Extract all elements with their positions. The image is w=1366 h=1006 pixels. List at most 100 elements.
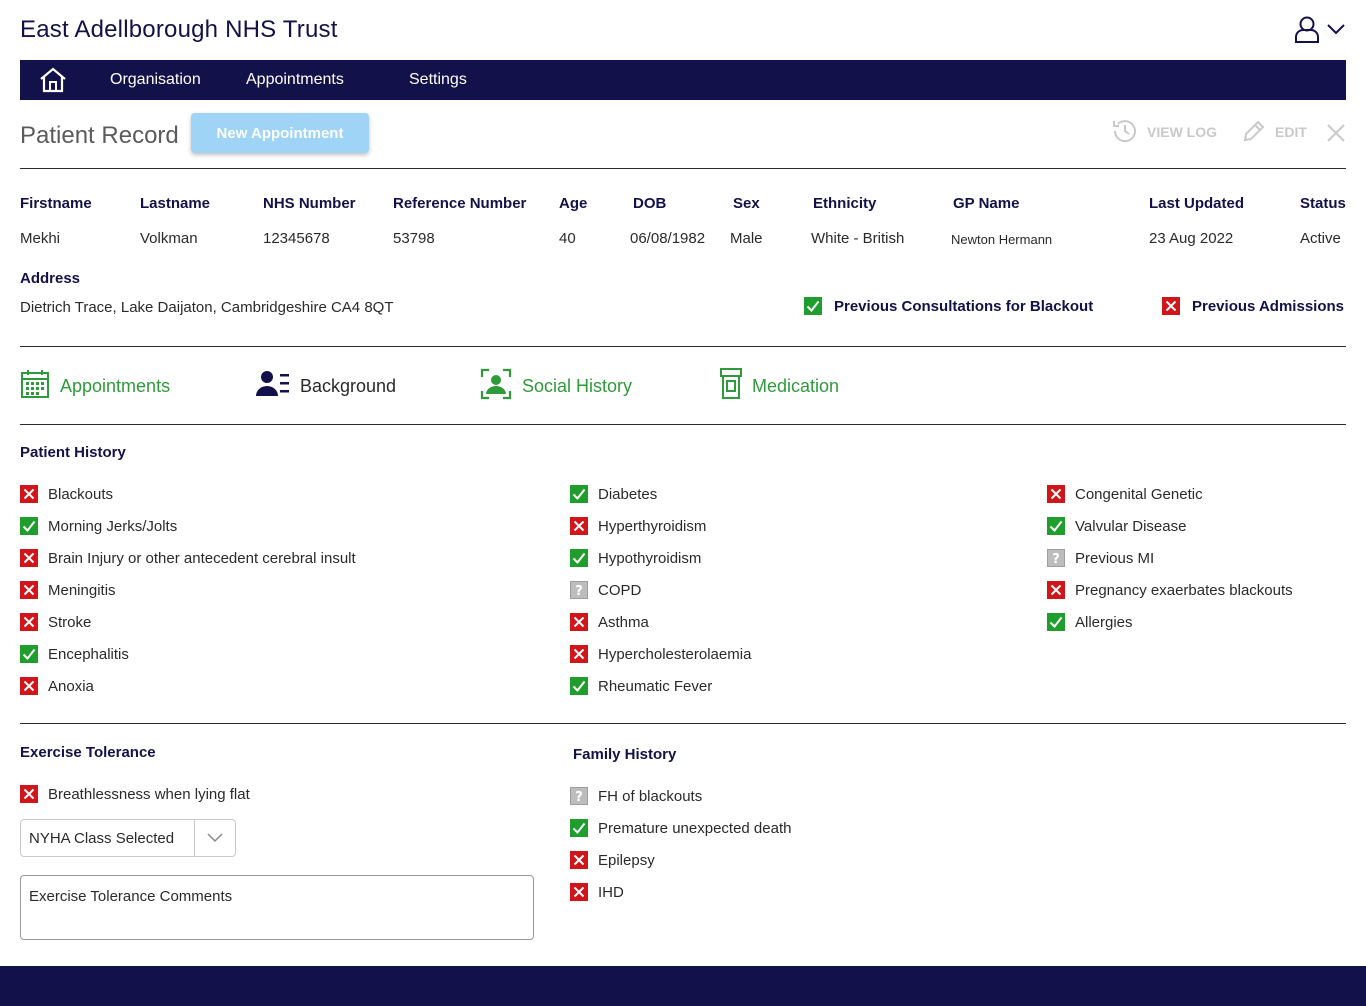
cross-no-icon: [1162, 297, 1180, 315]
check-yes-icon[interactable]: [570, 549, 588, 567]
cross-no-icon[interactable]: [570, 645, 588, 663]
footer-bar: [0, 966, 1366, 1006]
cross-no-icon[interactable]: [1047, 581, 1065, 599]
history-item-label: Asthma: [598, 613, 649, 631]
home-icon[interactable]: [38, 66, 70, 94]
history-item: Anoxia: [20, 675, 356, 697]
history-item: Epilepsy: [570, 849, 791, 871]
tab-social-history[interactable]: Social History: [480, 368, 632, 402]
divider: [20, 346, 1346, 347]
history-item-label: Pregnancy exaerbates blackouts: [1075, 581, 1293, 599]
divider: [20, 168, 1346, 169]
exercise-tolerance-list: Breathlessness when lying flat: [20, 783, 250, 805]
history-item: Valvular Disease: [1047, 515, 1293, 537]
value-reference-number: 53798: [393, 230, 435, 247]
history-item-label: Hypercholesterolaemia: [598, 645, 752, 663]
cross-no-icon[interactable]: [1047, 485, 1065, 503]
history-item-label: Premature unexpected death: [598, 819, 792, 837]
history-item: Breathlessness when lying flat: [20, 783, 250, 805]
cross-no-icon[interactable]: [570, 883, 588, 901]
unknown-icon[interactable]: ?: [1047, 549, 1065, 567]
cross-no-icon[interactable]: [570, 517, 588, 535]
value-gp-name: Newton Hermann: [951, 232, 1053, 247]
check-yes-icon[interactable]: [570, 485, 588, 503]
chevron-down-icon: [1326, 22, 1346, 40]
unknown-icon[interactable]: ?: [570, 787, 588, 805]
tab-label: Background: [300, 375, 397, 396]
header-firstname: Firstname: [20, 195, 92, 212]
calendar-icon: [20, 369, 50, 404]
page-title: Patient Record: [20, 122, 179, 149]
svg-text:?: ?: [575, 790, 583, 805]
tab-appointments[interactable]: Appointments: [20, 369, 170, 404]
nav-appointments[interactable]: Appointments: [246, 71, 344, 88]
cross-no-icon[interactable]: [20, 581, 38, 599]
nav-organisation[interactable]: Organisation: [110, 71, 201, 88]
close-icon[interactable]: [1326, 123, 1346, 143]
history-item-label: Previous MI: [1075, 549, 1155, 567]
pill-bottle-icon: [720, 367, 742, 405]
pencil-icon: [1241, 118, 1267, 147]
cross-no-icon[interactable]: [20, 677, 38, 695]
view-log-label: VIEW LOG: [1147, 124, 1217, 140]
check-yes-icon[interactable]: [1047, 613, 1065, 631]
family-history-list: ? FH of blackouts Premature unexpected dea…: [570, 785, 791, 903]
history-item-label: Anoxia: [48, 677, 94, 695]
main-navbar: Organisation Appointments Settings: [20, 60, 1346, 100]
check-yes-icon[interactable]: [20, 645, 38, 663]
history-item: Blackouts: [20, 483, 356, 505]
view-log-button[interactable]: VIEW LOG: [1111, 118, 1217, 146]
cross-no-icon[interactable]: [20, 485, 38, 503]
history-item: Congenital Genetic: [1047, 483, 1293, 505]
history-item-label: Rheumatic Fever: [598, 677, 713, 695]
check-yes-icon: [804, 297, 822, 315]
nyha-class-select[interactable]: NYHA Class Selected: [20, 819, 236, 857]
cross-no-icon[interactable]: [20, 785, 38, 803]
svg-text:?: ?: [575, 584, 583, 599]
unknown-icon[interactable]: ?: [570, 581, 588, 599]
tab-background[interactable]: Background: [256, 370, 396, 402]
divider: [20, 424, 1346, 425]
tab-label: Medication: [752, 375, 840, 396]
history-item-label: Valvular Disease: [1075, 517, 1187, 535]
value-dob: 06/08/1982: [630, 230, 706, 247]
header-nhs-number: NHS Number: [263, 195, 356, 212]
exercise-tolerance-comments[interactable]: [20, 875, 534, 940]
history-item: Premature unexpected death: [570, 817, 791, 839]
history-item-label: Breathlessness when lying flat: [48, 785, 250, 803]
divider: [20, 723, 1346, 724]
history-item: Pregnancy exaerbates blackouts: [1047, 579, 1293, 601]
nav-settings[interactable]: Settings: [409, 71, 467, 88]
cross-no-icon[interactable]: [20, 613, 38, 631]
history-item-label: Diabetes: [598, 485, 658, 503]
check-yes-icon[interactable]: [570, 677, 588, 695]
cross-no-icon[interactable]: [570, 613, 588, 631]
user-menu[interactable]: [1294, 16, 1350, 46]
new-appointment-button[interactable]: New Appointment: [191, 113, 369, 153]
tab-medication[interactable]: Medication: [720, 367, 840, 405]
flag-label: Previous Admissions: [1192, 297, 1344, 315]
check-yes-icon[interactable]: [570, 819, 588, 837]
cross-no-icon[interactable]: [570, 851, 588, 869]
patient-history-col-2: Diabetes Hyperthyroidism Hypothyroidism? CO…: [570, 483, 751, 697]
header-gp-name: GP Name: [953, 195, 1020, 212]
history-item-label: FH of blackouts: [598, 787, 703, 805]
check-yes-icon[interactable]: [20, 517, 38, 535]
value-lastname: Volkman: [140, 230, 198, 247]
org-title: East Adellborough NHS Trust: [20, 16, 338, 43]
edit-button[interactable]: EDIT: [1241, 118, 1307, 146]
header-dob: DOB: [633, 195, 667, 212]
header-sex: Sex: [733, 195, 760, 212]
history-item: Encephalitis: [20, 643, 356, 665]
chevron-down-icon: [194, 820, 235, 856]
history-item: Meningitis: [20, 579, 356, 601]
value-nhs-number: 12345678: [263, 230, 330, 247]
history-icon: [1111, 117, 1139, 148]
history-item: Brain Injury or other antecedent cerebra…: [20, 547, 356, 569]
header-last-updated: Last Updated: [1149, 195, 1245, 212]
check-yes-icon[interactable]: [1047, 517, 1065, 535]
history-item: IHD: [570, 881, 791, 903]
svg-text:?: ?: [1052, 552, 1060, 567]
cross-no-icon[interactable]: [20, 549, 38, 567]
history-item-label: Meningitis: [48, 581, 116, 599]
